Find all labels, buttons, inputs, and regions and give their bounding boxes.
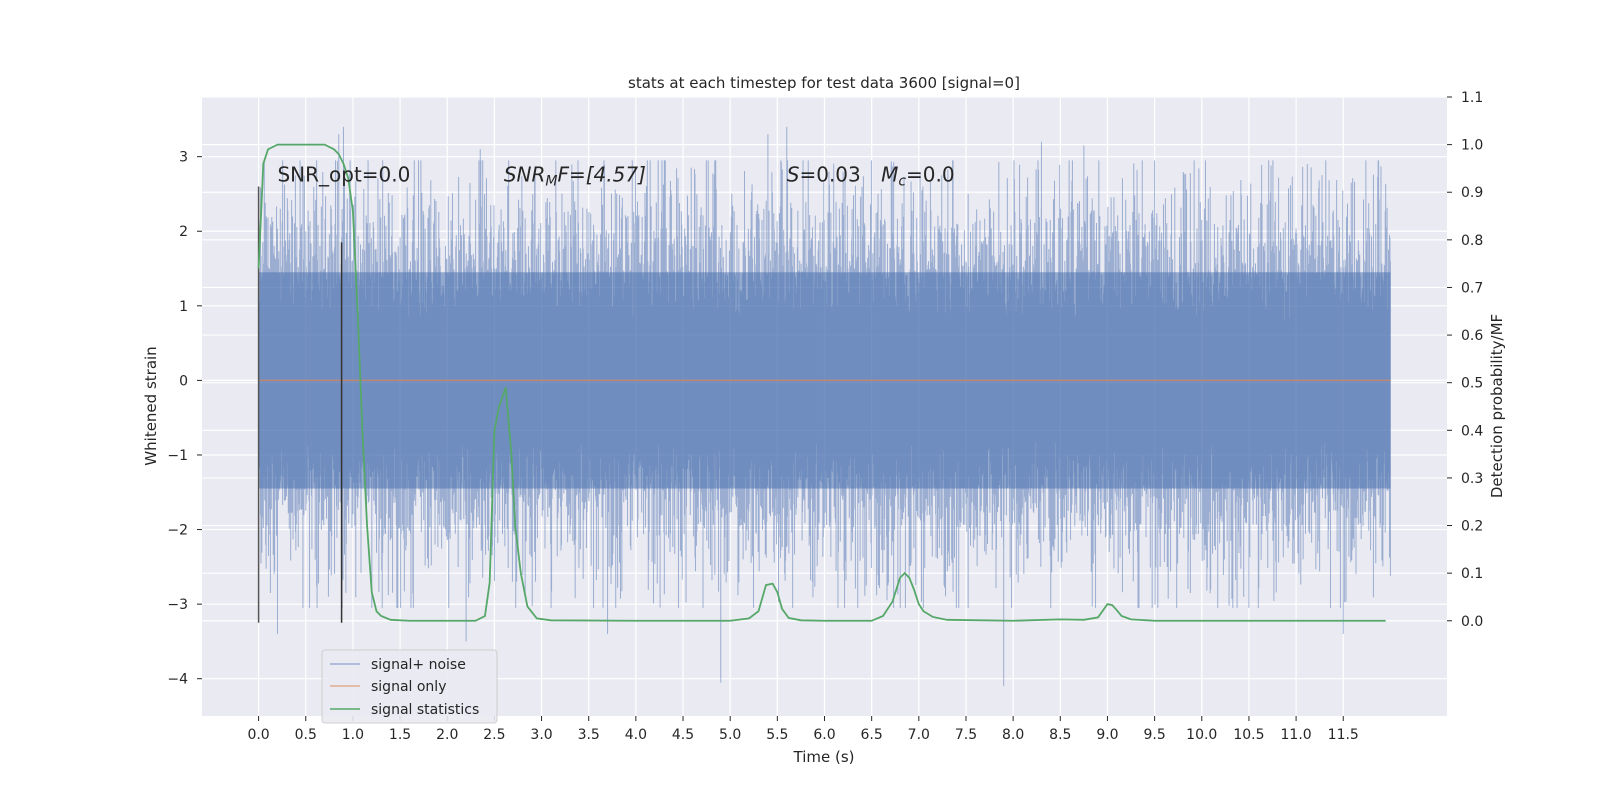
y2-axis-label: Detection probability/MF bbox=[1488, 314, 1506, 498]
legend-label-signal-statistics: signal statistics bbox=[371, 702, 479, 718]
y2-tick-label: 0.6 bbox=[1461, 328, 1483, 344]
x-tick-label: 11.0 bbox=[1281, 727, 1312, 743]
y2-tick-label: 0.2 bbox=[1461, 519, 1483, 535]
x-tick-label: 10.0 bbox=[1186, 727, 1217, 743]
y-tick-label: 1 bbox=[179, 299, 188, 315]
y-tick-label: −3 bbox=[167, 597, 188, 613]
annotation-text: S=0.03 bbox=[787, 162, 861, 186]
x-tick-label: 11.5 bbox=[1328, 727, 1359, 743]
x-tick-label: 8.5 bbox=[1049, 727, 1071, 743]
y2-tick-label: 0.8 bbox=[1461, 233, 1483, 249]
x-tick-label: 5.0 bbox=[719, 727, 741, 743]
y2-tick-label: 0.4 bbox=[1461, 423, 1483, 439]
y2-tick-label: 0.1 bbox=[1461, 566, 1483, 582]
y-tick-label: −4 bbox=[167, 672, 188, 688]
annotation-text: SNR_opt=0.0 bbox=[277, 162, 410, 186]
y2-tick-label: 1.0 bbox=[1461, 138, 1483, 154]
x-tick-label: 0.0 bbox=[247, 727, 269, 743]
legend-label-signal-noise: signal+ noise bbox=[371, 657, 466, 673]
x-tick-label: 9.0 bbox=[1096, 727, 1118, 743]
y-axis-label: Whitened strain bbox=[142, 346, 160, 465]
x-tick-label: 3.5 bbox=[578, 727, 600, 743]
x-tick-label: 5.5 bbox=[766, 727, 788, 743]
x-tick-label: 3.0 bbox=[530, 727, 552, 743]
x-tick-label: 7.5 bbox=[955, 727, 977, 743]
y2-tick-label: 0.9 bbox=[1461, 185, 1483, 201]
x-tick-label: 9.5 bbox=[1143, 727, 1165, 743]
axis-ticks: 0.0 0.5 1.0 1.5 2.0 2.5 3.0 3.5 4.0 4.5 5.0 5.5 6.0 6… bbox=[167, 90, 1483, 743]
x-tick-label: 2.5 bbox=[483, 727, 505, 743]
x-axis-label: Time (s) bbox=[793, 748, 855, 766]
x-tick-label: 4.5 bbox=[672, 727, 694, 743]
x-tick-label: 2.0 bbox=[436, 727, 458, 743]
y2-tick-label: 0.7 bbox=[1461, 280, 1483, 296]
x-tick-label: 0.5 bbox=[295, 727, 317, 743]
chart-title: stats at each timestep for test data 360… bbox=[628, 74, 1020, 92]
legend-box bbox=[321, 649, 498, 724]
signal-statistics-line bbox=[257, 143, 1386, 622]
annotation-text: SNRMF=[4.57] bbox=[504, 162, 646, 189]
x-tick-label: 7.0 bbox=[908, 727, 930, 743]
x-tick-label: 4.0 bbox=[625, 727, 647, 743]
y-tick-label: −2 bbox=[167, 523, 188, 539]
y2-tick-label: 0.0 bbox=[1461, 614, 1483, 630]
y-tick-label: 0 bbox=[179, 373, 188, 389]
x-tick-label: 6.0 bbox=[813, 727, 835, 743]
annotation-text: Mc=0.0 bbox=[881, 162, 955, 189]
y2-tick-label: 1.1 bbox=[1461, 90, 1483, 106]
y-tick-label: −1 bbox=[167, 448, 188, 464]
y2-tick-label: 0.5 bbox=[1461, 376, 1483, 392]
legend: signal+ noise signal only signal statist… bbox=[321, 649, 498, 724]
legend-label-signal-only: signal only bbox=[371, 679, 446, 695]
y-tick-label: 2 bbox=[179, 224, 188, 240]
x-tick-label: 6.5 bbox=[861, 727, 883, 743]
x-tick-label: 8.0 bbox=[1002, 727, 1024, 743]
x-tick-label: 1.5 bbox=[389, 727, 411, 743]
x-tick-label: 1.0 bbox=[342, 727, 364, 743]
annotations: SNR_opt=0.0 SNRMF=[4.57] S=0.03 Mc=0.0 bbox=[277, 162, 954, 189]
series-lines bbox=[257, 143, 1391, 623]
y2-tick-label: 0.3 bbox=[1461, 471, 1483, 487]
x-tick-label: 10.5 bbox=[1233, 727, 1264, 743]
y-tick-label: 3 bbox=[179, 150, 188, 166]
